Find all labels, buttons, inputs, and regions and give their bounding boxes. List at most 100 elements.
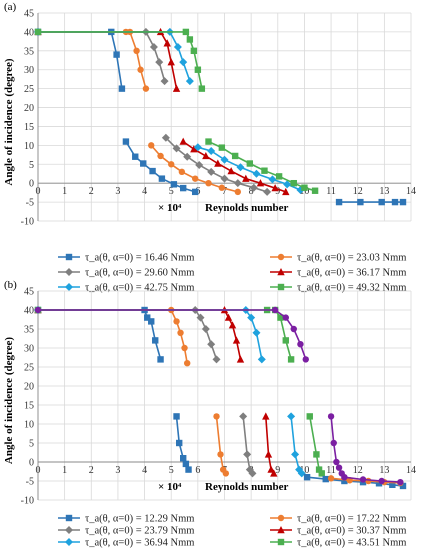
data-point (236, 163, 245, 172)
data-point (231, 152, 239, 160)
data-point (173, 413, 180, 420)
data-point (212, 355, 221, 364)
data-point (287, 412, 296, 421)
data-point (341, 474, 348, 481)
y-tick-label: 5 (29, 439, 34, 450)
legend-item: τ_a(θ, α=0) = 17.22 Nmm (270, 514, 406, 525)
data-point (207, 147, 216, 156)
y-axis-title: Angle of incidence (degree) (3, 337, 15, 465)
x-tick-label: 5 (169, 465, 174, 476)
data-point (207, 340, 216, 349)
legend-item: τ_a(θ, α=0) = 49.32 Nmm (270, 283, 406, 294)
series-line (38, 309, 162, 360)
data-point (142, 85, 150, 92)
legend-label: τ_a(θ, α=0) = 49.32 Nmm (297, 283, 406, 294)
legend-marker (65, 283, 73, 291)
y-tick-label: 25 (24, 84, 34, 95)
series-1 (34, 28, 407, 206)
data-point (222, 470, 230, 477)
data-point (191, 175, 199, 182)
data-point (277, 314, 284, 321)
data-point (399, 198, 407, 206)
data-point (132, 153, 139, 160)
legend-marker (65, 253, 73, 261)
x-tick-label: 4 (142, 186, 147, 197)
data-point (173, 43, 182, 52)
series-line (38, 31, 123, 89)
series-line (309, 416, 323, 474)
data-point (297, 341, 304, 348)
y-tick-label: 20 (24, 103, 34, 114)
data-point (113, 51, 120, 58)
data-point (335, 198, 343, 206)
data-point (275, 173, 283, 180)
legend-item: τ_a(θ, α=0) = 23.79 Nmm (58, 526, 194, 537)
y-tick-label: 20 (24, 382, 34, 393)
chart-panel-b: (b) Angle of incidence (degree) × 10⁴ Re… (3, 279, 416, 550)
x-tick-label: 6 (195, 465, 200, 476)
panel-label: (a) (4, 1, 17, 13)
data-point (34, 28, 42, 36)
series-6 (34, 28, 319, 194)
data-point (357, 198, 364, 206)
data-point (234, 188, 242, 196)
data-point (297, 469, 306, 478)
data-point (282, 187, 290, 196)
data-point (178, 168, 186, 176)
legend-item: τ_a(θ, α=0) = 36.94 Nmm (58, 538, 194, 549)
data-point (149, 167, 156, 175)
x-tick-label: 3 (115, 465, 120, 476)
data-point (228, 321, 237, 329)
data-point (173, 318, 180, 325)
x-tick-label: 10 (299, 465, 309, 476)
data-point (213, 413, 220, 420)
y-tick-label: -10 (21, 217, 34, 228)
data-point (239, 412, 248, 421)
data-point (176, 439, 183, 447)
data-point (302, 356, 309, 363)
data-point (389, 481, 396, 488)
data-point (179, 137, 187, 145)
data-point (315, 466, 323, 473)
data-point (181, 344, 188, 352)
data-point (249, 183, 258, 192)
data-point (118, 85, 126, 92)
series-6 (34, 306, 325, 477)
data-point (191, 188, 199, 196)
data-point (201, 325, 210, 333)
x-axis-title: Reynolds number (205, 481, 289, 493)
legend-label: τ_a(θ, α=0) = 36.94 Nmm (85, 538, 194, 549)
data-point (327, 413, 335, 420)
legend-item: τ_a(θ, α=0) = 43.51 Nmm (270, 538, 406, 549)
legend-item: τ_a(θ, α=0) = 12.29 Nmm (58, 514, 194, 525)
x-axis-multiplier: × 10⁴ (158, 202, 182, 214)
series-10 (341, 474, 404, 486)
data-point (247, 313, 256, 322)
x-axis-title: Reynolds number (205, 202, 289, 214)
data-point (198, 85, 206, 92)
data-point (190, 47, 198, 55)
y-tick-label: 0 (29, 458, 34, 469)
series-line (344, 476, 401, 483)
x-tick-label: 13 (379, 465, 389, 476)
series-line (38, 309, 307, 360)
data-point (194, 66, 202, 73)
data-point (318, 470, 325, 477)
series-line (38, 31, 147, 89)
x-tick-label: 9 (275, 465, 280, 476)
data-point (180, 455, 187, 462)
data-point (214, 159, 222, 167)
data-point (264, 450, 273, 458)
legend-label: τ_a(θ, α=0) = 12.29 Nmm (85, 514, 194, 525)
data-point (341, 477, 348, 485)
data-point (196, 313, 205, 322)
data-point (172, 84, 181, 92)
legend-label: τ_a(θ, α=0) = 36.17 Nmm (297, 268, 406, 279)
y-tick-label: 45 (24, 287, 34, 298)
x-tick-label: 11 (326, 465, 336, 476)
series-3 (34, 306, 257, 478)
data-point (177, 329, 184, 336)
data-point (144, 314, 151, 321)
series-4 (34, 306, 278, 477)
y-tick-label: -5 (26, 198, 34, 209)
